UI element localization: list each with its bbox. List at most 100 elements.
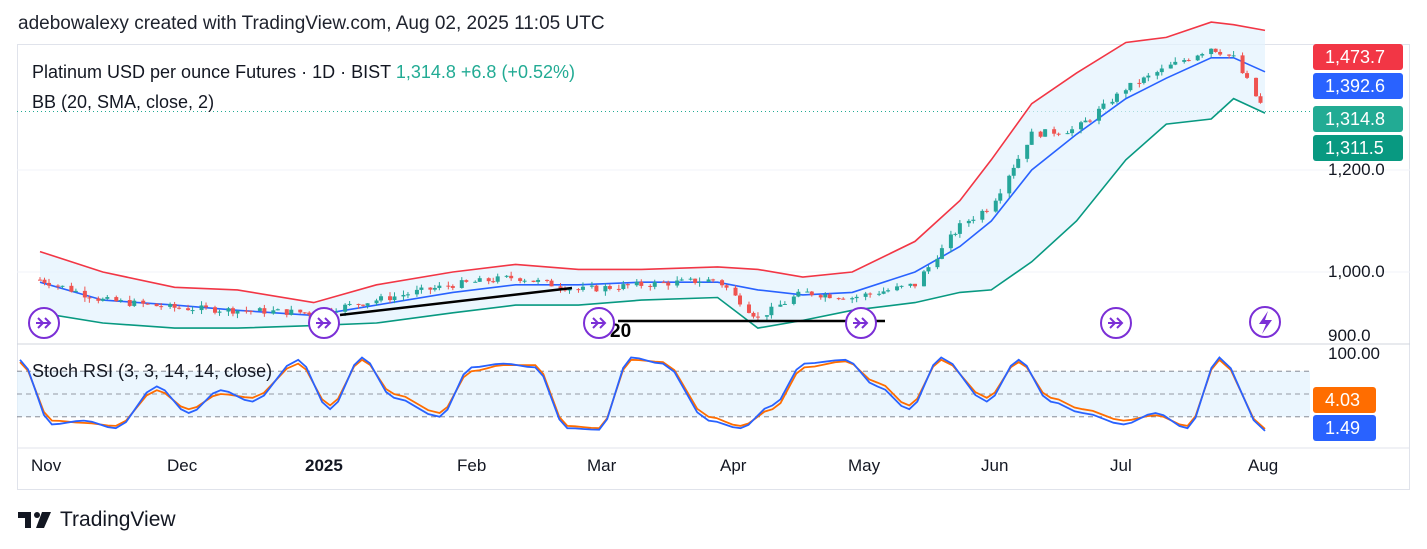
candle-body: [504, 275, 509, 277]
bb-band-fill: [40, 22, 1265, 329]
event-marker-icon[interactable]: [308, 307, 340, 339]
candle-body: [733, 287, 738, 296]
candle-body: [1025, 144, 1030, 159]
candle-body: [114, 297, 119, 302]
candle-body: [1227, 54, 1232, 56]
candle-body: [648, 285, 653, 287]
candle-body: [639, 281, 644, 286]
event-arrow: [36, 317, 52, 329]
x-tick-feb: Feb: [457, 456, 487, 475]
candle-body: [1083, 120, 1088, 123]
candle-body: [603, 286, 608, 292]
y-tick-900: 900.0: [1328, 326, 1371, 345]
last-price-tag: 1,314.8: [1313, 106, 1403, 132]
candle-body: [1096, 108, 1101, 121]
candle-body: [522, 280, 527, 282]
drawings: 20: [339, 286, 885, 342]
candle-body: [764, 315, 769, 317]
candle-body: [46, 282, 51, 286]
candle-body: [82, 290, 87, 298]
candle-body: [854, 296, 859, 299]
candle-body: [405, 294, 410, 296]
candle-body: [213, 307, 217, 313]
event-marker-icon[interactable]: [583, 307, 615, 339]
candle-body: [379, 296, 384, 301]
candle-body: [971, 219, 976, 221]
candle-body: [1209, 48, 1214, 55]
candle-body: [913, 283, 917, 287]
lightning-event-icon[interactable]: [1249, 306, 1281, 338]
event-marker-icon[interactable]: [28, 307, 60, 339]
tradingview-brand[interactable]: TradingView: [18, 508, 176, 532]
candle-body: [127, 300, 132, 306]
events: [28, 306, 1281, 339]
legend-symbol-row[interactable]: Platinum USD per ounce Futures · 1D · BI…: [32, 62, 575, 83]
chart-caption: adebowalexy created with TradingView.com…: [18, 13, 605, 34]
candle-body: [190, 310, 195, 312]
candle-body: [697, 281, 702, 283]
event-arrow: [853, 317, 869, 329]
chart-frame: [17, 44, 1410, 490]
candle-body: [509, 275, 514, 279]
candle-body: [419, 287, 424, 290]
candle-body: [464, 280, 469, 282]
candle-body: [607, 286, 612, 289]
tradingview-logo-icon: [18, 512, 51, 528]
candle-body: [248, 310, 253, 312]
lightning-bolt: [1259, 311, 1272, 334]
bb-fill: [40, 22, 1265, 329]
candle-body: [1007, 175, 1012, 194]
candle-body: [172, 303, 177, 308]
candle-body: [818, 295, 823, 298]
y-tick-1200: 1,200.0: [1328, 160, 1385, 179]
candle-body: [473, 281, 478, 283]
candle-body: [536, 279, 541, 282]
candle-body: [594, 285, 599, 292]
candle-body: [751, 312, 756, 317]
candle-body: [87, 297, 92, 299]
candle-body: [477, 278, 482, 282]
candle-body: [69, 285, 74, 292]
candle-body: [100, 298, 105, 301]
candle-body: [432, 287, 437, 290]
candle-body: [347, 303, 352, 305]
legend-bb[interactable]: BB (20, SMA, close, 2): [32, 92, 215, 112]
candle-body: [271, 310, 276, 314]
candle-body: [827, 294, 832, 299]
candle-body: [356, 303, 361, 305]
candle-body: [886, 290, 891, 292]
candle-body: [738, 295, 742, 305]
event-marker-icon[interactable]: [1100, 307, 1132, 339]
x-tick-jul: Jul: [1110, 456, 1132, 475]
candle-body: [953, 233, 958, 235]
candle-body: [401, 294, 406, 297]
candle-body: [850, 298, 855, 300]
candle-body: [558, 286, 563, 289]
candle-body: [998, 193, 1003, 201]
candle-body: [154, 303, 159, 307]
candle-body: [746, 304, 751, 313]
candle-body: [688, 278, 693, 280]
event-marker-icon[interactable]: [845, 307, 877, 339]
event-arrow: [591, 317, 607, 329]
candle-body: [621, 284, 626, 290]
basis-tag: 1,392.6: [1313, 73, 1403, 99]
stoch-d-tag: 4.03: [1313, 387, 1376, 413]
candle-body: [428, 287, 433, 290]
event-arrow: [1108, 317, 1124, 329]
candle-body: [55, 285, 60, 287]
lower-band-tag: 1,311.5: [1313, 135, 1403, 161]
candle-body: [769, 306, 774, 316]
x-tick-mar: Mar: [587, 456, 617, 475]
legend-stoch-rsi[interactable]: Stoch RSI (3, 3, 14, 14, close): [32, 361, 273, 381]
x-tick-dec: Dec: [167, 456, 198, 475]
candle-body: [549, 280, 554, 287]
candle-body: [652, 282, 657, 287]
candle-body: [1079, 122, 1084, 130]
candle-body: [199, 305, 204, 311]
bb-basis-line: [39, 56, 1266, 317]
candle-body: [298, 309, 303, 313]
candle-body: [863, 293, 868, 297]
candle-body: [1159, 68, 1164, 73]
